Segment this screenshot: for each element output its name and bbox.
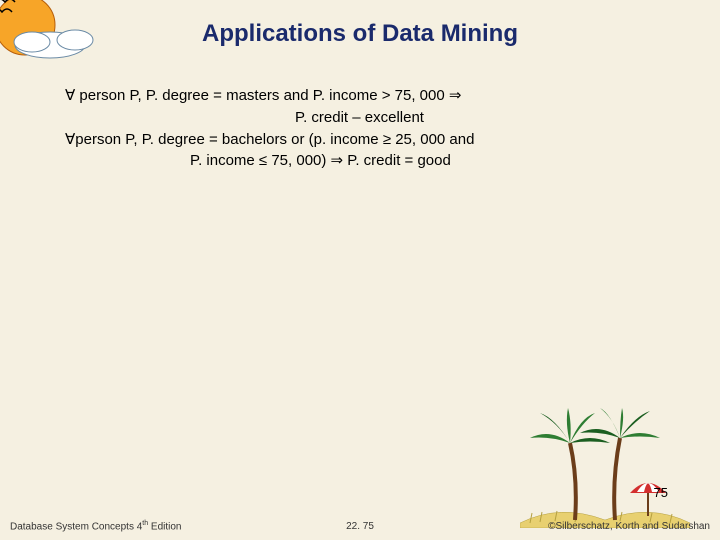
slide-body: ∀ person P, P. degree = masters and P. i…: [0, 70, 720, 172]
footer-left-pre: Database System Concepts 4: [10, 521, 142, 532]
rule-line-4: P. income ≤ 75, 000) ⇒ P. credit = good: [65, 150, 670, 172]
rule-line-3: ∀person P, P. degree = bachelors or (p. …: [65, 129, 670, 151]
rule-line-2: P. credit – excellent: [65, 107, 670, 129]
footer-center: 22. 75: [346, 521, 374, 532]
footer-left: Database System Concepts 4th Edition: [10, 520, 182, 532]
palm-graphic: [520, 408, 690, 528]
slide-header: Applications of Data Mining: [0, 0, 720, 70]
rule-line-1: ∀ person P, P. degree = masters and P. i…: [65, 85, 670, 107]
footer-right: ©Silberschatz, Korth and Sudarshan: [548, 521, 710, 532]
slide-number: 75: [654, 485, 668, 500]
footer-left-post: Edition: [148, 521, 181, 532]
sun-graphic: [0, 0, 110, 80]
